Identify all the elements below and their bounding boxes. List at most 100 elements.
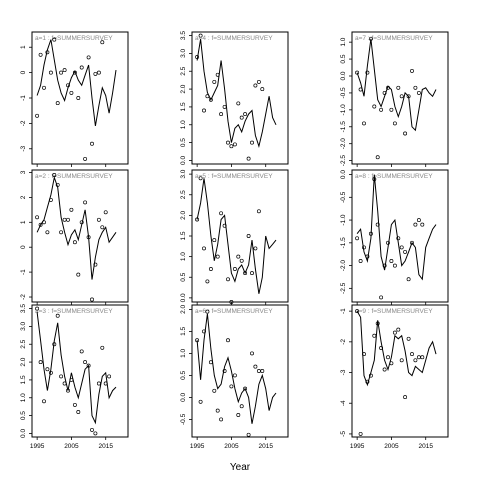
data-point xyxy=(69,207,74,212)
data-point xyxy=(93,431,98,436)
data-point xyxy=(382,263,387,268)
data-point xyxy=(35,215,40,220)
data-point xyxy=(72,402,77,407)
y-tick-label: -2 xyxy=(20,120,27,126)
data-point xyxy=(403,395,408,400)
y-tick-label: 0.5 xyxy=(180,272,187,281)
y-tick-label: 1.5 xyxy=(20,375,27,384)
y-tick-label: 0.0 xyxy=(340,71,347,80)
y-tick-label: -1.5 xyxy=(340,237,347,249)
data-point xyxy=(399,245,404,250)
data-point xyxy=(226,338,230,343)
data-point xyxy=(386,85,390,90)
panel-3: a=3 : f=SUMMERSURVEY 0.0 0.5 1.0 1.5 2.0 2.5 3.… xyxy=(20,304,129,450)
data-point xyxy=(420,355,425,360)
data-point xyxy=(79,220,84,225)
data-point xyxy=(100,40,105,45)
data-point xyxy=(416,218,421,223)
data-point xyxy=(45,367,50,372)
data-point xyxy=(45,230,50,235)
data-point xyxy=(256,209,261,214)
data-point xyxy=(42,220,46,225)
panel-strip-label: a=6 : f=SUMMERSURVEY xyxy=(195,308,273,315)
data-point xyxy=(239,404,244,409)
data-point xyxy=(62,68,67,73)
y-tick-label: 1 xyxy=(20,45,27,49)
data-point xyxy=(416,90,421,95)
x-tick-label: 2015 xyxy=(258,443,273,450)
data-point xyxy=(410,352,414,357)
data-point xyxy=(69,377,74,382)
y-tick-label: 0.5 xyxy=(20,411,27,420)
data-point xyxy=(219,417,224,422)
data-point xyxy=(413,358,418,363)
data-point xyxy=(389,107,394,112)
panel-1: a=1 : f=SUMMERSURVEY -3 -2 -1 0 1 xyxy=(20,31,129,167)
panel-frame xyxy=(31,304,129,438)
y-tick-label: 3.0 xyxy=(180,49,187,58)
data-point xyxy=(195,338,200,343)
data-point xyxy=(35,306,40,311)
y-tick-label: 1.0 xyxy=(180,120,187,129)
data-point xyxy=(202,108,206,113)
data-point xyxy=(379,295,384,300)
data-point xyxy=(198,176,203,181)
data-point xyxy=(55,101,60,106)
data-point xyxy=(62,217,67,222)
data-point xyxy=(222,223,227,228)
y-tick-label: 0 xyxy=(20,245,27,249)
panel-strip-label: a=5 : f=SUMMERSURVEY xyxy=(195,173,273,180)
data-point xyxy=(246,234,251,238)
y-tick-label: -2.0 xyxy=(340,138,347,150)
y-tick-label: 0.5 xyxy=(180,138,187,147)
data-point xyxy=(253,83,258,88)
data-point xyxy=(45,50,50,55)
y-tick-label: 0.0 xyxy=(180,293,187,302)
panel-frame xyxy=(351,169,449,303)
data-point xyxy=(386,240,390,245)
series-line xyxy=(36,312,117,425)
data-point xyxy=(243,386,248,391)
x-tick-label: 1995 xyxy=(30,443,45,450)
data-point xyxy=(205,94,210,99)
y-tick-label: 1 xyxy=(20,220,27,224)
data-point xyxy=(212,388,217,393)
data-point xyxy=(239,115,244,120)
data-point xyxy=(355,236,360,241)
series-line xyxy=(356,310,437,387)
x-tick-label: 2015 xyxy=(418,443,433,450)
y-tick-label: -2 xyxy=(20,294,27,300)
data-point xyxy=(86,55,91,60)
data-point xyxy=(195,217,200,222)
data-point xyxy=(219,112,224,117)
y-tick-label: -2.0 xyxy=(340,260,347,272)
y-tick-label: 2.5 xyxy=(180,66,187,75)
data-point xyxy=(96,70,101,75)
data-point xyxy=(389,361,394,366)
panel-2: a=2 : f=SUMMERSURVEY -2 -1 0 1 2 3 xyxy=(20,169,129,305)
data-point xyxy=(362,352,366,357)
y-tick-label: 0.0 xyxy=(180,156,187,165)
y-tick-label: 3.5 xyxy=(20,304,27,313)
y-tick-label: -3 xyxy=(20,145,27,151)
y-tick-label: 1.0 xyxy=(180,252,187,261)
data-point xyxy=(198,399,203,404)
series-line xyxy=(356,38,437,132)
panel-strip-label: a=8 : f=SUMMERSURVEY xyxy=(355,173,433,180)
panel-frame xyxy=(31,169,129,303)
data-point xyxy=(35,113,40,118)
data-point xyxy=(202,329,206,334)
data-point xyxy=(413,222,418,227)
data-point xyxy=(83,156,88,161)
y-tick-label: 3.5 xyxy=(180,31,187,40)
series-line xyxy=(196,39,277,149)
y-tick-label: -1 xyxy=(20,95,27,101)
data-point xyxy=(100,345,105,350)
panel-8: a=8 : f=SUMMERSURVEY -2.5 -2.0 -1.5 -1.0 -0.5… xyxy=(340,169,449,305)
data-point xyxy=(86,363,91,368)
x-tick-label: 2005 xyxy=(224,443,239,450)
data-point xyxy=(368,36,373,41)
data-point xyxy=(72,70,77,75)
data-point xyxy=(253,364,258,369)
